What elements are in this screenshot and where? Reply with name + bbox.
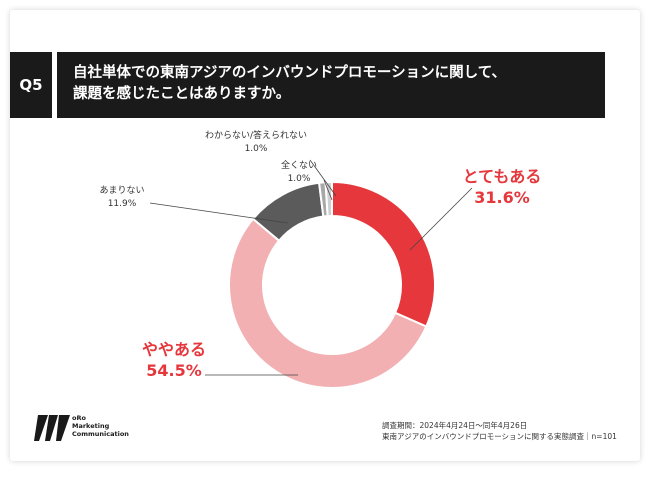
- slice-wakaranai: [324, 180, 333, 218]
- leader-line-mattaku-nai: [323, 179, 333, 201]
- company-name-line-3: Communication: [72, 430, 129, 438]
- question-line-1: 自社単体での東南アジアのインバウンドプロモーションに関して、: [73, 65, 506, 81]
- company-name-line-2: Marketing: [72, 422, 110, 430]
- company-name-line-1: oRo: [72, 414, 86, 422]
- category-label-totemo-aru: とてもある: [463, 167, 542, 186]
- survey-note: 調査期間：2024年4月24日〜同年4月26日 東南アジアのインバウンドプロモー…: [382, 420, 617, 442]
- slice-totemo-aru: [331, 180, 436, 328]
- value-label-wakaranai: 1.0%: [245, 144, 268, 154]
- survey-slide: Q5 自社単体での東南アジアのインバウンドプロモーションに関して、 課題を感じた…: [10, 10, 640, 461]
- value-label-amari-nai: 11.9%: [108, 199, 137, 209]
- leader-line-wakaranai: [309, 159, 337, 197]
- company-name: oRo Marketing Communication: [72, 414, 129, 438]
- company-logo-icon: [34, 415, 70, 441]
- survey-description: 東南アジアのインバウンドプロモーションに関する実態調査｜n=101: [382, 432, 617, 441]
- question-number: Q5: [10, 52, 52, 118]
- category-label-mattaku-nai: 全くない: [281, 159, 317, 171]
- donut-chart: とてもある 31.6% ややある 54.5% あまりない 11.9% 全くない 1.0% わから…: [99, 129, 542, 389]
- value-label-yaya-aru: 54.5%: [146, 361, 202, 380]
- category-label-wakaranai: わからない/答えられない: [205, 129, 307, 141]
- value-label-mattaku-nai: 1.0%: [288, 174, 311, 184]
- question-title: 自社単体での東南アジアのインバウンドプロモーションに関して、 課題を感じたことは…: [57, 52, 605, 118]
- slice-yaya-aru: [228, 217, 428, 389]
- value-label-totemo-aru: 31.6%: [474, 188, 530, 207]
- survey-period: 調査期間：2024年4月24日〜同年4月26日: [382, 421, 528, 430]
- leader-line-amari-nai: [149, 202, 289, 224]
- category-label-yaya-aru: ややある: [142, 340, 206, 359]
- question-line-2: 課題を感じたことはありますか。: [73, 86, 291, 102]
- category-label-amari-nai: あまりない: [99, 185, 144, 196]
- leader-line-totemo-aru: [409, 187, 473, 251]
